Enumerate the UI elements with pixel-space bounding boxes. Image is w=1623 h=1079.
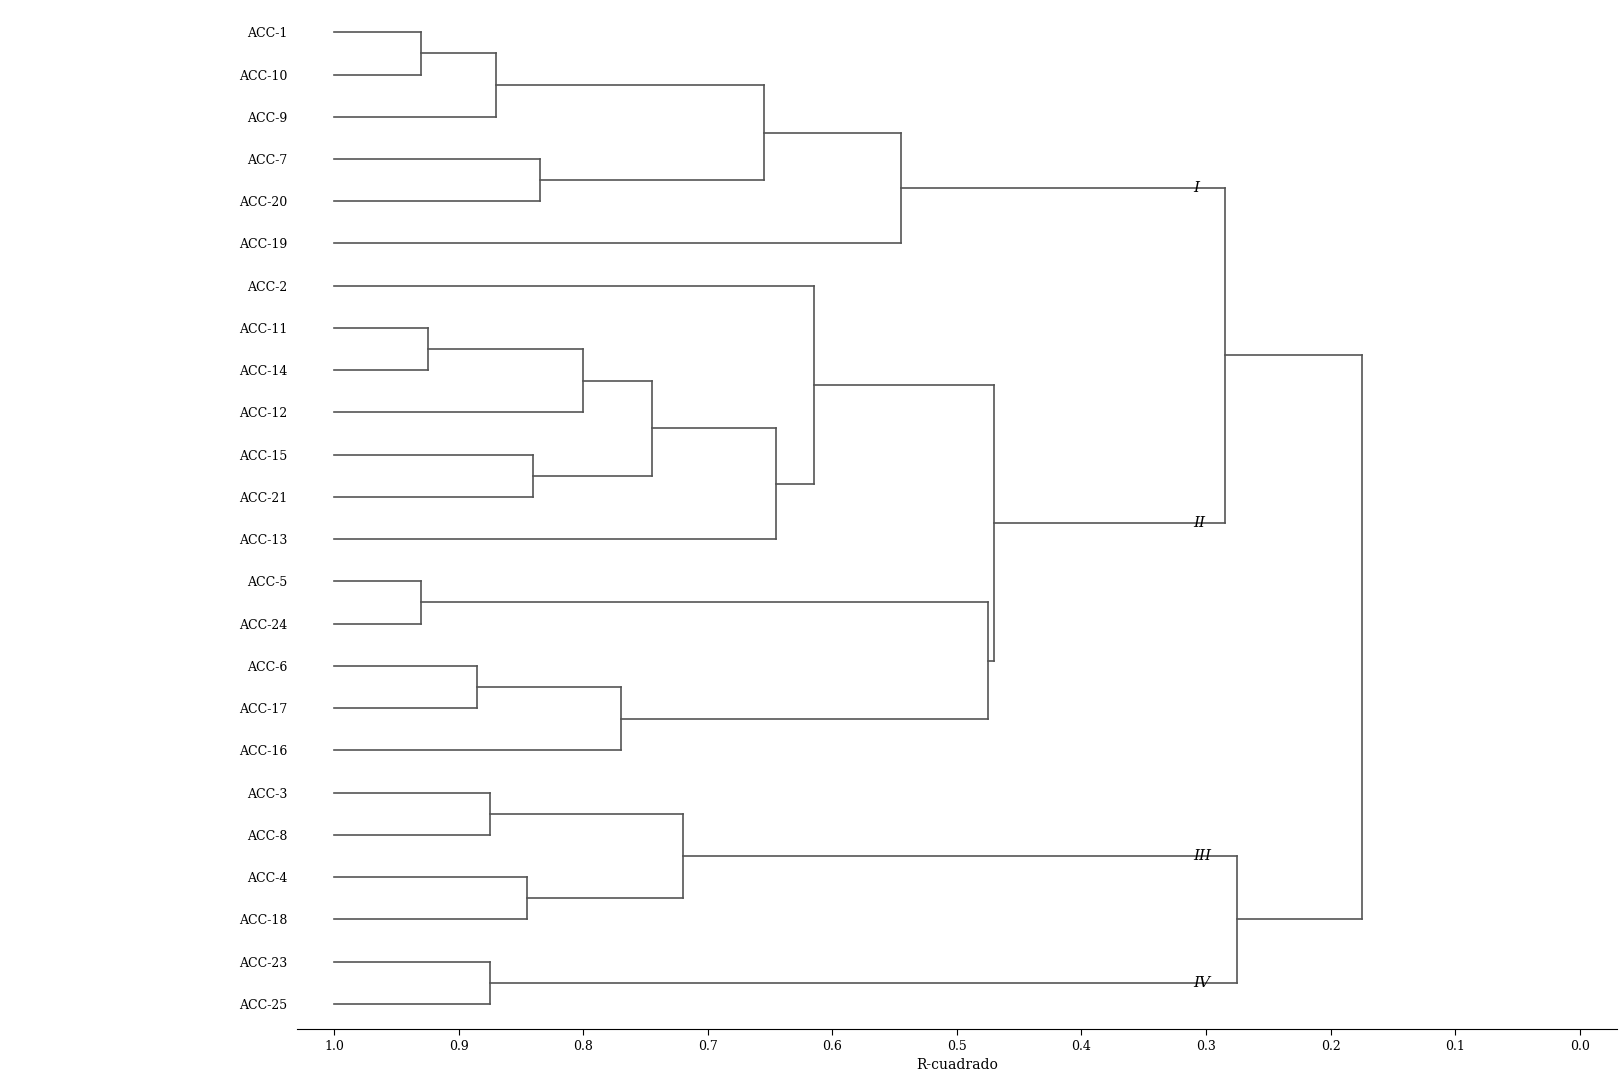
Text: II: II: [1193, 516, 1204, 530]
X-axis label: R-cuadrado: R-cuadrado: [915, 1058, 997, 1073]
Text: I: I: [1193, 181, 1199, 195]
Text: III: III: [1193, 849, 1211, 863]
Text: IV: IV: [1193, 975, 1209, 989]
